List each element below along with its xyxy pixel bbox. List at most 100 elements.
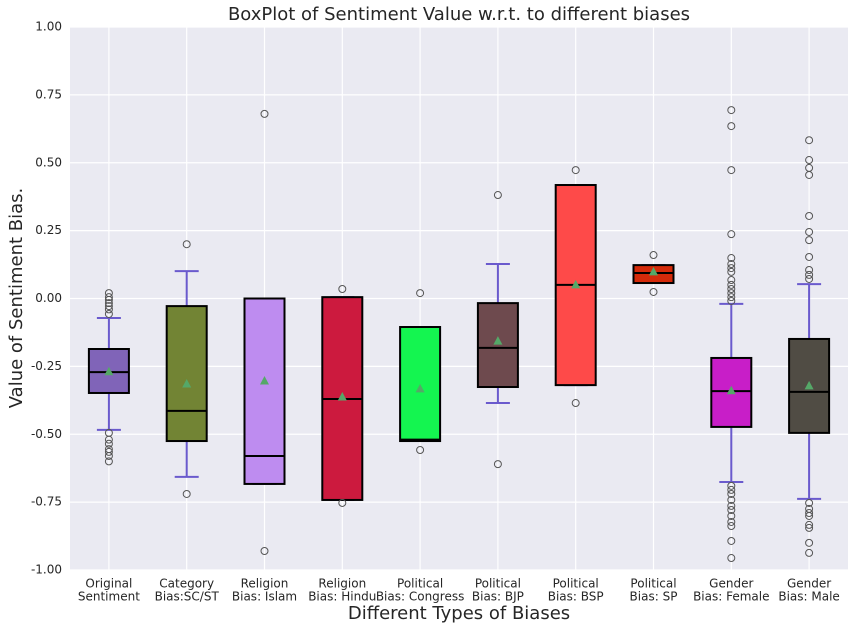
- outlier: [649, 287, 658, 296]
- outlier: [727, 501, 736, 510]
- outlier: [338, 498, 347, 507]
- outlier: [104, 447, 113, 456]
- outlier: [104, 451, 113, 460]
- mean-marker: [337, 392, 347, 401]
- y-tick-label: 1.00: [35, 20, 62, 34]
- outlier: [727, 485, 736, 494]
- mean-marker: [571, 279, 581, 289]
- outlier: [727, 522, 736, 531]
- outlier: [805, 211, 814, 220]
- outlier: [104, 457, 113, 466]
- outlier: [727, 489, 736, 498]
- outlier: [182, 489, 191, 498]
- x-tick-label: Political: [397, 577, 443, 591]
- outlier: [805, 508, 814, 517]
- outlier: [493, 460, 502, 469]
- outlier: [416, 445, 425, 454]
- box: [243, 297, 286, 485]
- outlier: [805, 548, 814, 557]
- outlier: [727, 289, 736, 298]
- outlier: [649, 251, 658, 260]
- mean-marker: [726, 385, 736, 395]
- outlier: [727, 284, 736, 293]
- outlier: [727, 264, 736, 273]
- y-tick-label: -0.50: [31, 427, 62, 441]
- outlier: [260, 109, 269, 118]
- x-tick-label: Political: [553, 577, 599, 591]
- y-axis-label: Value of Sentiment Bias.: [6, 188, 27, 408]
- outlier: [571, 166, 580, 175]
- outlier: [727, 554, 736, 563]
- outlier: [805, 511, 814, 520]
- outlier: [805, 523, 814, 532]
- y-tick-label: 0.00: [35, 291, 62, 305]
- outlier: [805, 236, 814, 245]
- x-tick-label: Bias: Congress: [376, 590, 465, 604]
- mean-marker: [104, 366, 114, 376]
- y-tick-label: -1.00: [31, 563, 62, 577]
- outlier: [104, 309, 113, 318]
- outlier: [727, 505, 736, 514]
- x-tick-label: Bias: Islam: [232, 590, 297, 604]
- x-tick-label: Religion: [241, 577, 289, 591]
- outlier: [571, 399, 580, 408]
- y-tick-label: 0.25: [35, 223, 62, 237]
- outlier: [727, 495, 736, 504]
- y-tick-label: 0.50: [35, 155, 62, 169]
- outlier: [104, 435, 113, 444]
- x-tick-label: Gender: [787, 577, 831, 591]
- x-tick-label: Original: [85, 577, 132, 591]
- outlier: [805, 156, 814, 165]
- x-tick-label: Religion: [318, 577, 366, 591]
- mean-marker: [182, 379, 192, 388]
- outlier: [104, 299, 113, 308]
- y-tick-label: -0.75: [31, 495, 62, 509]
- mean-marker: [260, 376, 269, 385]
- x-tick-label: Gender: [709, 577, 753, 591]
- outlier: [493, 191, 502, 200]
- outlier: [727, 280, 736, 289]
- x-tick-label: Bias: Male: [778, 590, 839, 604]
- outlier: [805, 227, 814, 236]
- chart-title: BoxPlot of Sentiment Value w.r.t. to dif…: [228, 4, 690, 25]
- outlier: [727, 230, 736, 239]
- outlier: [104, 295, 113, 304]
- outlier: [805, 274, 814, 283]
- outlier: [805, 498, 814, 507]
- x-tick-label: Political: [630, 577, 676, 591]
- x-tick-label: Bias: BJP: [472, 590, 524, 604]
- outlier: [727, 166, 736, 175]
- y-tick-label: -0.25: [31, 359, 62, 373]
- outlier: [727, 276, 736, 285]
- outlier: [805, 538, 814, 547]
- outlier: [727, 481, 736, 490]
- x-tick-label: Bias: Female: [693, 590, 769, 604]
- outlier: [805, 270, 814, 279]
- outlier: [104, 305, 113, 314]
- x-tick-label: Bias:SC/ST: [155, 590, 220, 604]
- outlier: [805, 520, 814, 529]
- outlier: [104, 302, 113, 311]
- x-tick-label: Bias: SP: [630, 590, 678, 604]
- outlier: [805, 136, 814, 145]
- outlier: [338, 284, 347, 293]
- box: [165, 305, 208, 443]
- mean-marker: [804, 380, 814, 390]
- outlier: [727, 293, 736, 302]
- y-tick-label: 0.75: [35, 87, 62, 101]
- outlier: [182, 240, 191, 249]
- mean-marker: [493, 336, 503, 345]
- mean-marker: [649, 266, 658, 276]
- x-tick-label: Bias: Hindu: [308, 590, 376, 604]
- outlier: [727, 511, 736, 520]
- x-axis-label: Different Types of Biases: [348, 603, 570, 624]
- box: [476, 302, 519, 389]
- outlier: [805, 265, 814, 274]
- outlier: [805, 170, 814, 179]
- outlier: [104, 293, 113, 302]
- outlier: [260, 546, 269, 555]
- outlier: [727, 296, 736, 305]
- outlier: [727, 267, 736, 276]
- x-tick-label: Bias: BSP: [548, 590, 604, 604]
